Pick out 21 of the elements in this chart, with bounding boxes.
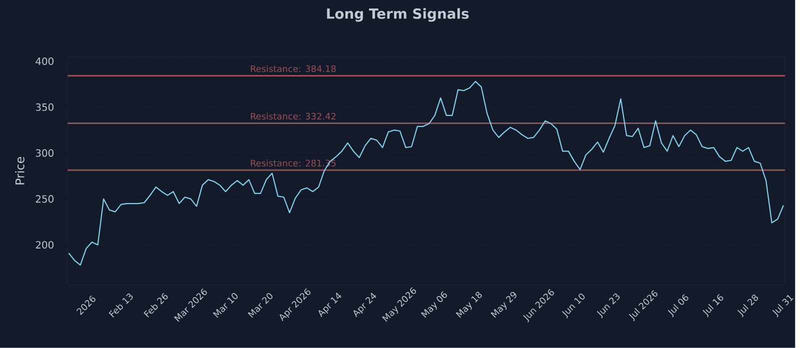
x-tick-label: Jul 28 [738,294,758,318]
y-tick-label: 400 [36,58,54,66]
x-tick-label: Jun 23 [596,294,620,318]
ref-line-label: Resistance: 384.18 [250,65,336,72]
x-tick-label: Mar 20 [248,293,272,318]
x-tick-label: Feb 26 [144,293,168,318]
ref-line-label: Resistance: 332.42 [250,112,336,120]
x-tick-label: Jun 10 [562,294,585,318]
y-tick-label: 250 [36,195,54,203]
y-tick-label: 350 [36,103,54,111]
x-tick-label: Jul 06 [668,294,688,318]
x-tick-label: Jul 16 [702,294,724,318]
x-tick-label: Apr 14 [318,292,342,318]
x-tick-label: Mar 10 [212,293,238,318]
y-axis-title: Price [15,157,24,184]
x-tick-label: Apr 24 [353,292,376,318]
y-tick-label: 200 [36,241,54,249]
x-tick-label: Jul 31 [772,295,794,318]
y-tick-label: 300 [36,149,54,157]
x-tick-label: Feb 13 [108,294,133,318]
chart-title: Long Term Signals [327,8,469,22]
